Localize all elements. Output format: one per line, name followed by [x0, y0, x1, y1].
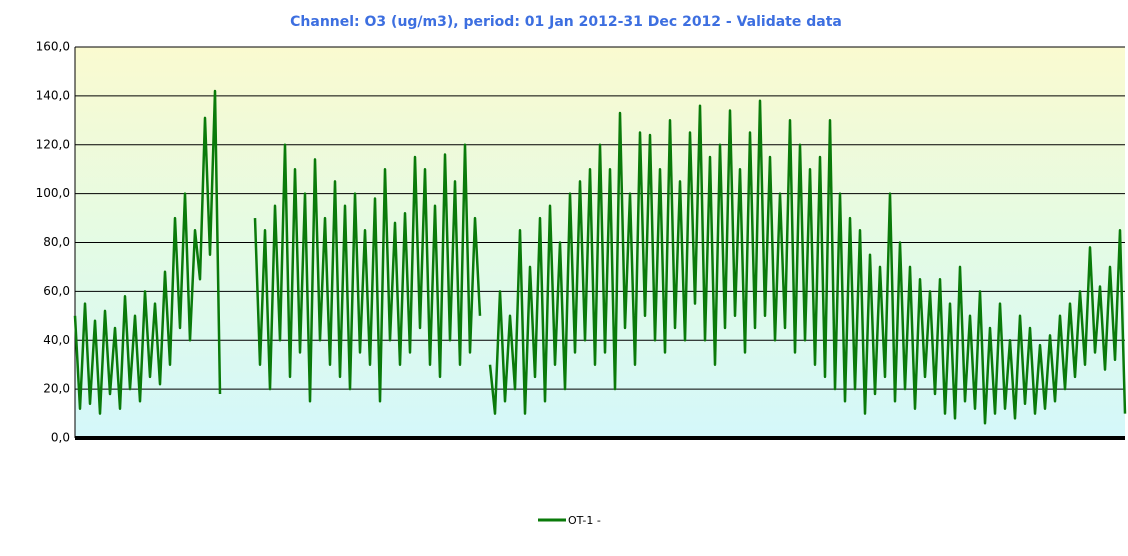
y-tick-label: 60,0: [43, 284, 70, 298]
y-tick-label: 40,0: [43, 333, 70, 347]
y-tick-label: 0,0: [51, 431, 70, 445]
y-tick-label: 20,0: [43, 382, 70, 396]
y-tick-label: 160,0: [36, 40, 70, 54]
data-line: [73, 89, 1127, 425]
chart-title: Channel: O3 (ug/m3), period: 01 Jan 2012…: [290, 14, 842, 30]
y-tick-label: 100,0: [36, 186, 70, 200]
y-tick-label: 120,0: [36, 137, 70, 151]
y-tick-label: 80,0: [43, 235, 70, 249]
legend-label: OT-1 -: [568, 514, 601, 527]
y-tick-label: 140,0: [36, 88, 70, 102]
